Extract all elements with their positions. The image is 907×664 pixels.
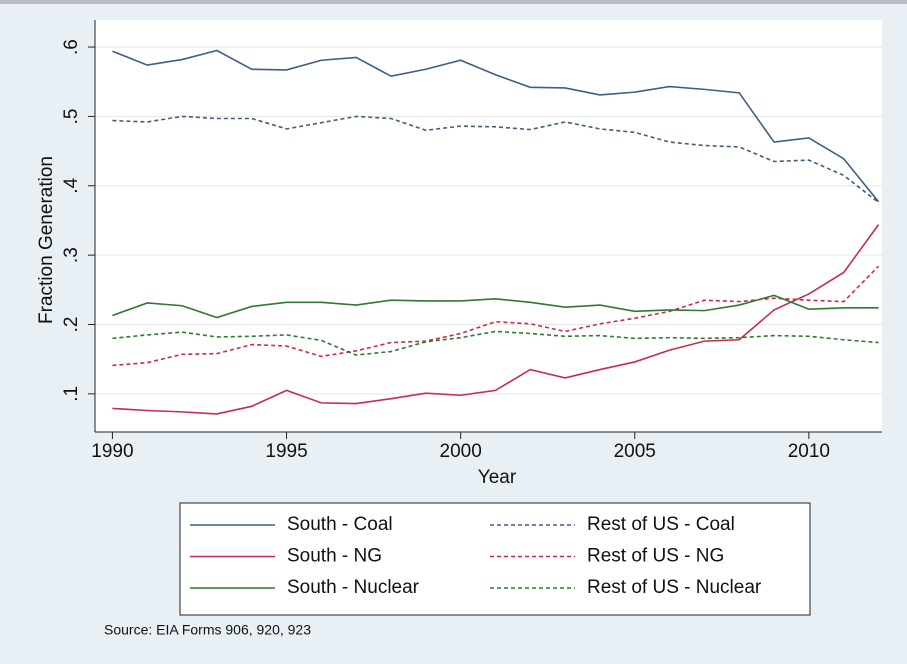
legend-label: South - Coal xyxy=(287,514,393,535)
frame-top xyxy=(0,0,907,4)
y-tick-label: .2 xyxy=(61,317,82,333)
legend-label: South - Nuclear xyxy=(287,577,420,598)
series-line xyxy=(112,330,879,356)
y-tick-label: .6 xyxy=(61,39,82,55)
x-tick-label: 2010 xyxy=(788,441,830,462)
series-line xyxy=(112,49,880,203)
series-line xyxy=(112,115,880,204)
y-tick-label: .1 xyxy=(61,386,82,402)
x-tick-label: 2000 xyxy=(440,441,482,462)
x-axis-label: Year xyxy=(478,467,517,488)
series-line xyxy=(112,224,880,415)
plot-region xyxy=(95,20,882,432)
legend-box xyxy=(179,502,811,616)
x-tick-label: 1995 xyxy=(265,441,307,462)
y-tick-label: .3 xyxy=(61,247,82,263)
legend-label: Rest of US - NG xyxy=(587,546,724,567)
legend-label: South - NG xyxy=(287,546,382,567)
series-line xyxy=(112,294,879,319)
source-note: Source: EIA Forms 906, 920, 923 xyxy=(104,622,311,638)
x-tick-label: 2005 xyxy=(614,441,656,462)
legend-label: Rest of US - Coal xyxy=(587,514,735,535)
series-line xyxy=(112,265,880,367)
legend-label: Rest of US - Nuclear xyxy=(587,577,762,598)
x-tick-label: 1990 xyxy=(91,441,133,462)
y-axis-label: Fraction Generation xyxy=(36,156,57,324)
y-tick-label: .5 xyxy=(61,108,82,124)
y-tick-label: .4 xyxy=(61,177,82,193)
